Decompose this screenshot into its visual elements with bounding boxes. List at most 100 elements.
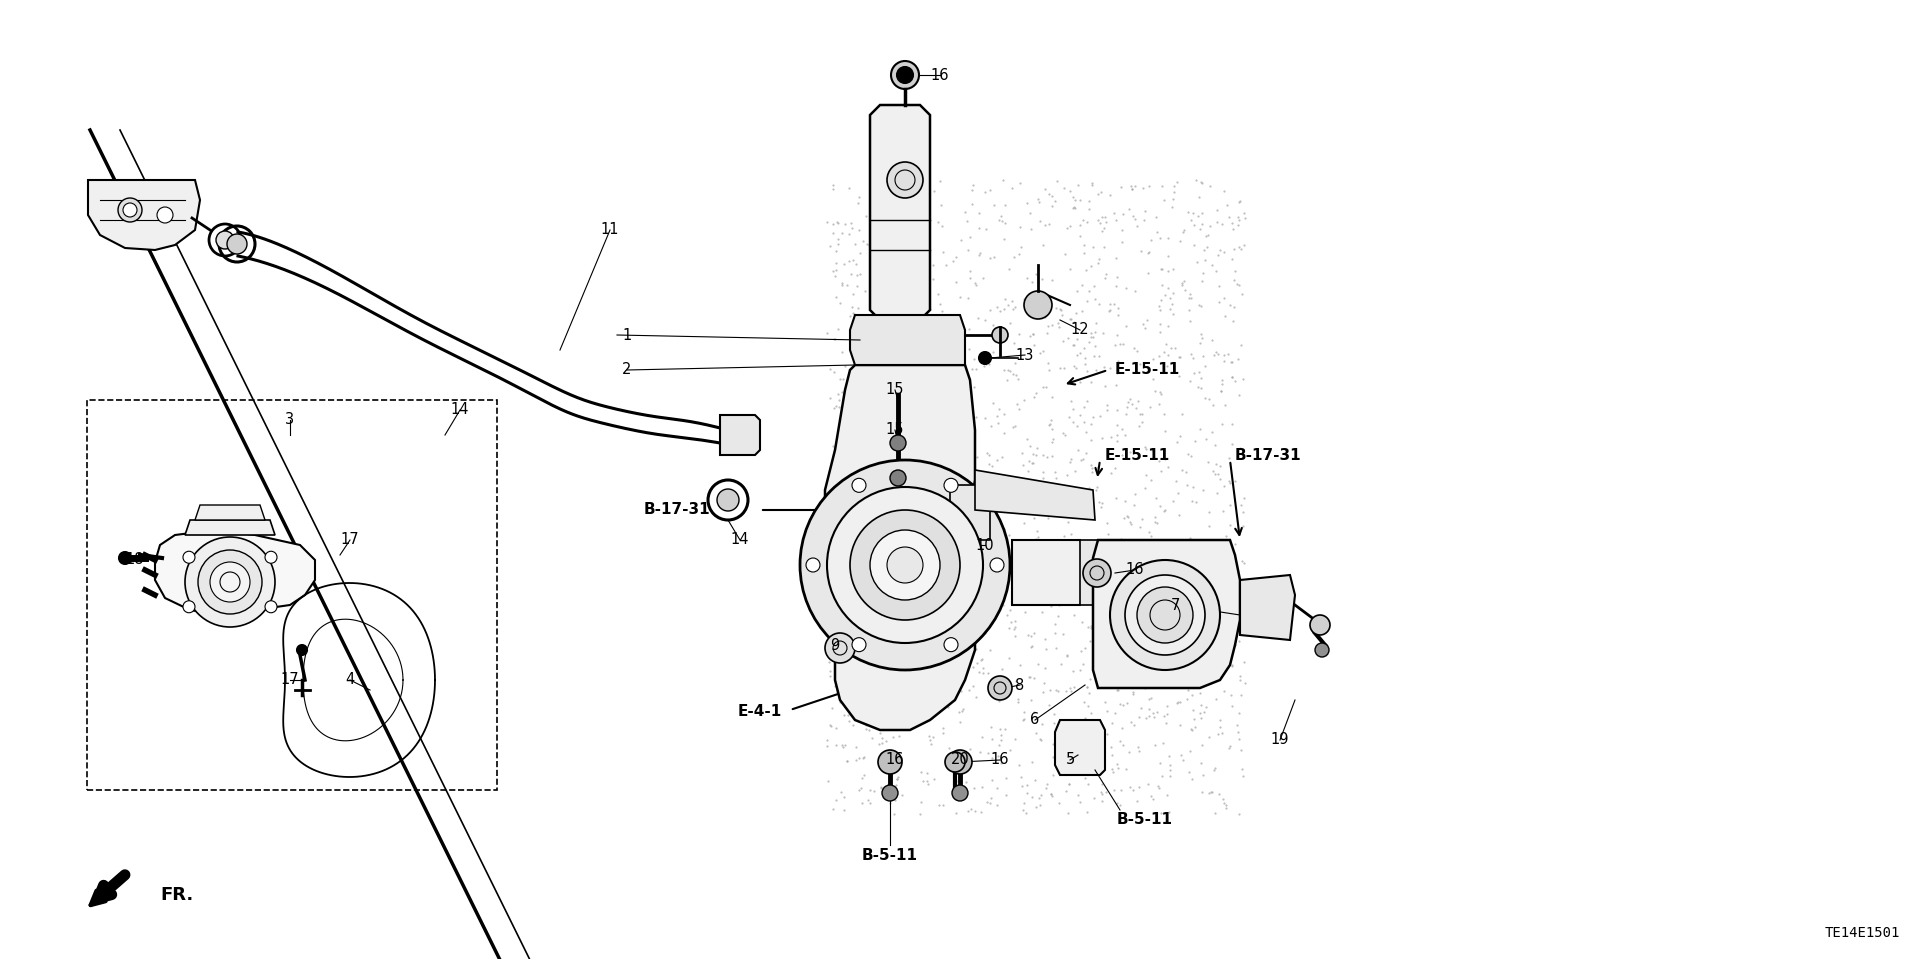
Circle shape (993, 327, 1008, 343)
Point (987, 213, 1018, 228)
Point (958, 380, 989, 395)
Point (1187, 482, 1217, 498)
Point (874, 463, 904, 479)
Point (1188, 560, 1219, 575)
Point (889, 501, 920, 516)
Point (858, 507, 889, 523)
Point (914, 217, 945, 232)
Point (1058, 607, 1089, 622)
Point (839, 647, 870, 663)
Point (864, 726, 895, 741)
Point (964, 348, 995, 363)
Point (1008, 711, 1039, 726)
Point (1068, 495, 1098, 510)
Point (1098, 205, 1129, 221)
Point (1008, 713, 1039, 728)
Point (1137, 352, 1167, 367)
Point (1096, 622, 1127, 638)
Point (1027, 471, 1058, 486)
Point (1219, 264, 1250, 279)
Point (1223, 598, 1254, 614)
Point (860, 174, 891, 189)
Point (1077, 175, 1108, 191)
Text: 11: 11 (601, 222, 620, 238)
Point (1135, 472, 1165, 487)
Point (1208, 647, 1238, 663)
Point (843, 267, 874, 282)
Point (1121, 671, 1152, 687)
Point (918, 183, 948, 199)
Point (1117, 208, 1148, 223)
Point (856, 600, 887, 616)
Point (851, 485, 881, 501)
Point (1204, 279, 1235, 294)
Point (1225, 672, 1256, 688)
Point (1119, 340, 1150, 356)
Point (939, 498, 970, 513)
Point (847, 535, 877, 550)
Point (1119, 212, 1150, 227)
Point (883, 704, 914, 719)
Point (1142, 779, 1173, 794)
Point (1012, 785, 1043, 801)
Point (874, 207, 904, 222)
Point (1048, 426, 1079, 441)
Point (851, 717, 881, 733)
Point (1119, 596, 1150, 612)
Point (812, 733, 843, 748)
Point (887, 676, 918, 691)
Point (885, 252, 916, 268)
Point (883, 433, 914, 448)
Point (1158, 494, 1188, 509)
Point (858, 682, 889, 697)
Point (962, 489, 993, 504)
Point (1117, 181, 1148, 197)
Point (1217, 558, 1248, 573)
Point (1119, 717, 1150, 733)
Point (960, 275, 991, 291)
Point (989, 425, 1020, 440)
Point (1091, 379, 1121, 394)
Point (1039, 715, 1069, 731)
Point (814, 717, 845, 733)
Point (1016, 640, 1046, 655)
Point (1073, 698, 1104, 713)
Point (1069, 711, 1100, 726)
Point (922, 654, 952, 669)
Point (1212, 801, 1242, 816)
Point (864, 554, 895, 570)
Point (933, 463, 964, 479)
Point (856, 398, 887, 413)
Point (906, 292, 937, 307)
Point (1044, 319, 1075, 335)
Point (833, 374, 864, 389)
Point (912, 418, 943, 433)
Point (956, 636, 987, 651)
Point (1187, 273, 1217, 289)
Point (993, 363, 1023, 378)
Point (860, 528, 891, 544)
Text: 17: 17 (340, 532, 359, 548)
Point (885, 258, 916, 273)
Point (995, 620, 1025, 636)
Point (1156, 768, 1187, 784)
Point (1083, 613, 1114, 628)
Point (1137, 528, 1167, 544)
Point (1062, 332, 1092, 347)
Point (1175, 572, 1206, 587)
Point (906, 407, 937, 422)
Point (1056, 526, 1087, 542)
Point (1169, 465, 1200, 480)
Point (1173, 764, 1204, 780)
Point (985, 304, 1016, 319)
Point (1106, 531, 1137, 547)
Point (972, 488, 1002, 503)
Point (881, 388, 912, 404)
Point (1188, 705, 1219, 720)
Point (902, 385, 933, 400)
Point (1014, 463, 1044, 479)
Point (1164, 369, 1194, 385)
Point (1229, 654, 1260, 669)
Point (885, 446, 916, 461)
Point (1225, 440, 1256, 456)
